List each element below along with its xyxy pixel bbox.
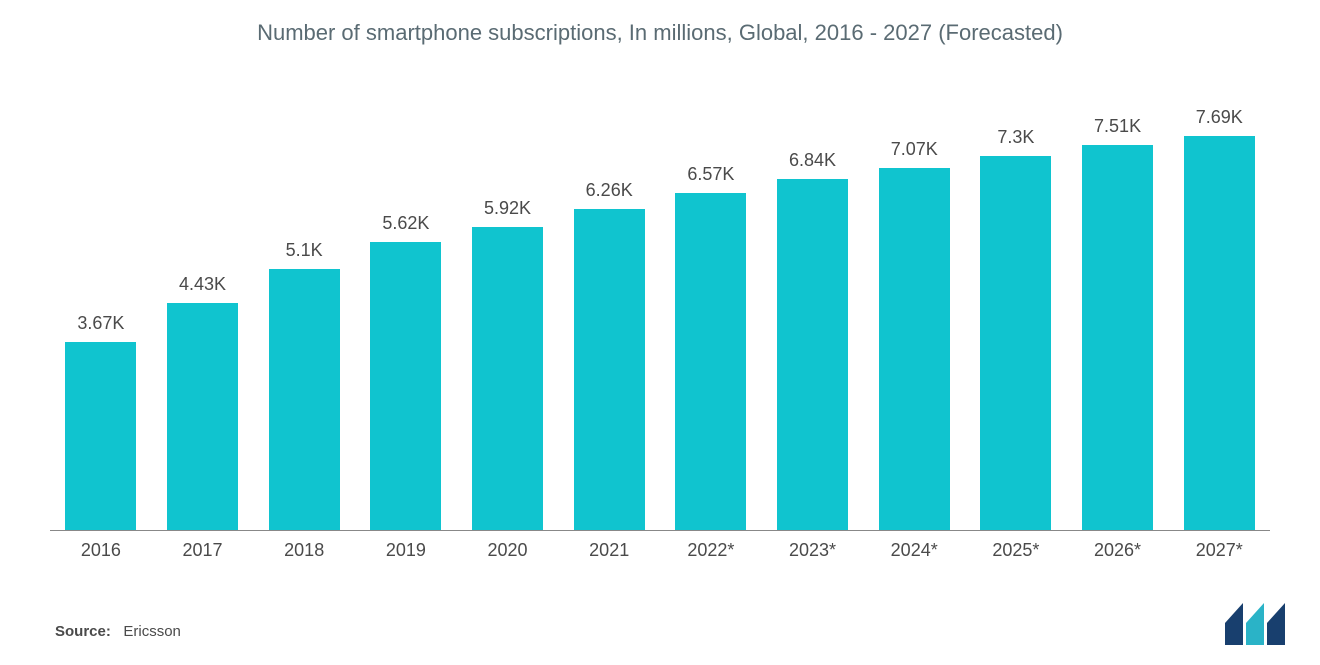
bar-value-label: 3.67K <box>77 313 124 334</box>
bar-group: 6.57K <box>660 90 762 530</box>
chart-title: Number of smartphone subscriptions, In m… <box>0 0 1320 46</box>
bar-group: 7.69K <box>1168 90 1270 530</box>
bar-value-label: 6.84K <box>789 150 836 171</box>
x-axis-tick-label: 2025* <box>965 540 1067 561</box>
bar-value-label: 6.26K <box>586 180 633 201</box>
bar-group: 4.43K <box>152 90 254 530</box>
x-axis-tick-label: 2016 <box>50 540 152 561</box>
source-value: Ericsson <box>123 623 181 640</box>
bar-group: 7.51K <box>1067 90 1169 530</box>
chart-plot-area: 3.67K 4.43K 5.1K 5.62K 5.92K 6.26K 6.57K 6.84K 7… <box>50 90 1270 530</box>
bar-value-label: 7.3K <box>997 127 1034 148</box>
x-axis-tick-label: 2021 <box>558 540 660 561</box>
x-axis-tick-label: 2020 <box>457 540 559 561</box>
bar-group: 3.67K <box>50 90 152 530</box>
bar-value-label: 7.69K <box>1196 107 1243 128</box>
bar <box>675 193 746 530</box>
bar <box>574 209 645 530</box>
bar-value-label: 5.62K <box>382 213 429 234</box>
bar-group: 5.62K <box>355 90 457 530</box>
source-footer: Source: Ericsson <box>55 623 181 640</box>
bar <box>777 179 848 530</box>
x-axis-tick-label: 2026* <box>1067 540 1169 561</box>
x-axis-tick-label: 2017 <box>152 540 254 561</box>
bar <box>167 303 238 530</box>
bar-value-label: 6.57K <box>687 164 734 185</box>
bar <box>980 156 1051 530</box>
bar <box>370 242 441 530</box>
bar-value-label: 5.92K <box>484 198 531 219</box>
x-axis-line <box>50 530 1270 531</box>
brand-logo-icon <box>1225 603 1285 645</box>
bar-group: 5.1K <box>253 90 355 530</box>
x-axis-tick-label: 2023* <box>762 540 864 561</box>
x-axis-tick-label: 2024* <box>863 540 965 561</box>
bar-value-label: 7.51K <box>1094 116 1141 137</box>
bar <box>65 342 136 530</box>
bar-value-label: 7.07K <box>891 139 938 160</box>
bar <box>1082 145 1153 530</box>
x-axis-tick-label: 2022* <box>660 540 762 561</box>
x-axis-tick-label: 2027* <box>1168 540 1270 561</box>
bar-group: 6.84K <box>762 90 864 530</box>
bar <box>472 227 543 530</box>
x-axis-tick-label: 2019 <box>355 540 457 561</box>
source-label: Source: <box>55 623 111 640</box>
x-axis-tick-label: 2018 <box>253 540 355 561</box>
bar <box>1184 136 1255 530</box>
bar-group: 7.07K <box>863 90 965 530</box>
x-axis-labels: 2016201720182019202020212022*2023*2024*2… <box>50 540 1270 561</box>
bar-group: 6.26K <box>558 90 660 530</box>
bar <box>269 269 340 530</box>
bar-group: 7.3K <box>965 90 1067 530</box>
bar-value-label: 4.43K <box>179 274 226 295</box>
bar-group: 5.92K <box>457 90 559 530</box>
bar <box>879 168 950 530</box>
bar-value-label: 5.1K <box>286 240 323 261</box>
